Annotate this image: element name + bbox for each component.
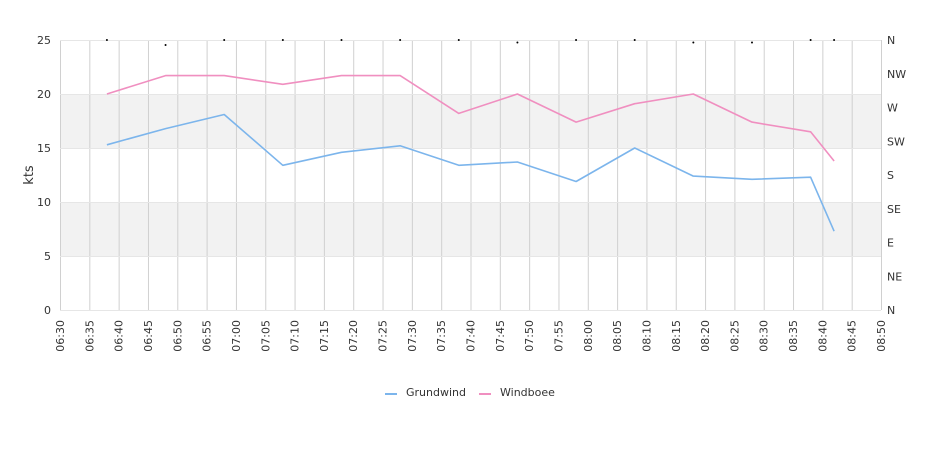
series-line <box>106 74 835 162</box>
x-tick-label: 06:40 <box>113 320 126 352</box>
y2-tick-label: NW <box>887 68 906 81</box>
x-tick-label: 07:35 <box>435 320 448 352</box>
direction-marker <box>105 39 108 41</box>
direction-marker <box>340 39 343 41</box>
x-tick-label: 08:10 <box>640 320 653 352</box>
horizontal-gridlines <box>60 40 881 311</box>
y2-tick-label: NE <box>887 270 902 283</box>
y-axis-label: kts <box>22 165 37 185</box>
vertical-gridlines <box>60 40 882 310</box>
y2-axis-ticks: N NE E SE S SW W NW N <box>887 34 906 317</box>
x-tick-label: 07:15 <box>318 320 331 352</box>
x-tick-label: 07:10 <box>289 320 302 352</box>
legend[interactable]: Grundwind Windboee <box>385 386 555 399</box>
series-lines <box>106 74 835 232</box>
x-tick-label: 08:15 <box>670 320 683 352</box>
y-tick-label: 25 <box>37 34 51 47</box>
x-tick-label: 08:05 <box>611 320 624 352</box>
direction-marker <box>223 39 226 41</box>
y-axis-ticks: 0 5 10 15 20 25 <box>37 34 51 317</box>
direction-marker <box>164 44 167 46</box>
x-tick-label: 08:20 <box>699 320 712 352</box>
y-tick-label: 5 <box>44 250 51 263</box>
x-tick-label: 06:45 <box>142 320 155 352</box>
legend-label: Grundwind <box>406 386 466 399</box>
y2-tick-label: N <box>887 34 895 47</box>
direction-marker <box>750 41 753 44</box>
x-tick-label: 07:30 <box>406 320 419 352</box>
x-tick-label: 08:45 <box>846 320 859 352</box>
legend-label: Windboee <box>500 386 555 399</box>
x-tick-label: 07:55 <box>552 320 565 352</box>
x-tick-label: 07:45 <box>494 320 507 352</box>
x-tick-label: 07:05 <box>259 320 272 352</box>
direction-marker <box>399 39 402 41</box>
direction-marker <box>516 41 519 44</box>
direction-marker <box>833 39 836 41</box>
direction-marker <box>457 39 460 41</box>
direction-marker <box>281 39 284 41</box>
direction-marker <box>633 39 636 41</box>
x-tick-label: 07:00 <box>230 320 243 352</box>
x-axis-ticks: 06:30 06:35 06:40 06:45 06:50 06:55 07:00 07:05… <box>54 320 888 352</box>
y-tick-label: 0 <box>44 304 51 317</box>
x-tick-label: 06:55 <box>201 320 214 352</box>
series-line <box>106 113 835 232</box>
y2-tick-label: SE <box>887 203 901 216</box>
y-tick-label: 15 <box>37 142 51 155</box>
y2-tick-label: S <box>887 169 894 182</box>
x-tick-label: 07:25 <box>377 320 390 352</box>
x-tick-label: 08:35 <box>787 320 800 352</box>
y-tick-label: 10 <box>37 196 51 209</box>
direction-markers <box>105 39 836 46</box>
x-tick-label: 06:35 <box>83 320 96 352</box>
y-tick-label: 20 <box>37 88 51 101</box>
x-tick-label: 08:30 <box>758 320 771 352</box>
x-tick-label: 08:00 <box>582 320 595 352</box>
x-tick-label: 06:30 <box>54 320 67 352</box>
x-tick-label: 08:40 <box>816 320 829 352</box>
direction-marker <box>809 39 812 41</box>
y2-tick-label: W <box>887 102 898 115</box>
x-tick-label: 08:50 <box>875 320 888 352</box>
x-tick-label: 07:50 <box>523 320 536 352</box>
direction-marker <box>692 41 695 44</box>
y2-tick-label: SW <box>887 135 905 148</box>
x-tick-label: 06:50 <box>171 320 184 352</box>
x-tick-label: 07:20 <box>347 320 360 352</box>
y2-tick-label: N <box>887 304 895 317</box>
x-tick-label: 07:40 <box>465 320 478 352</box>
direction-marker <box>575 39 578 41</box>
y2-tick-label: E <box>887 237 894 250</box>
x-tick-label: 08:25 <box>728 320 741 352</box>
